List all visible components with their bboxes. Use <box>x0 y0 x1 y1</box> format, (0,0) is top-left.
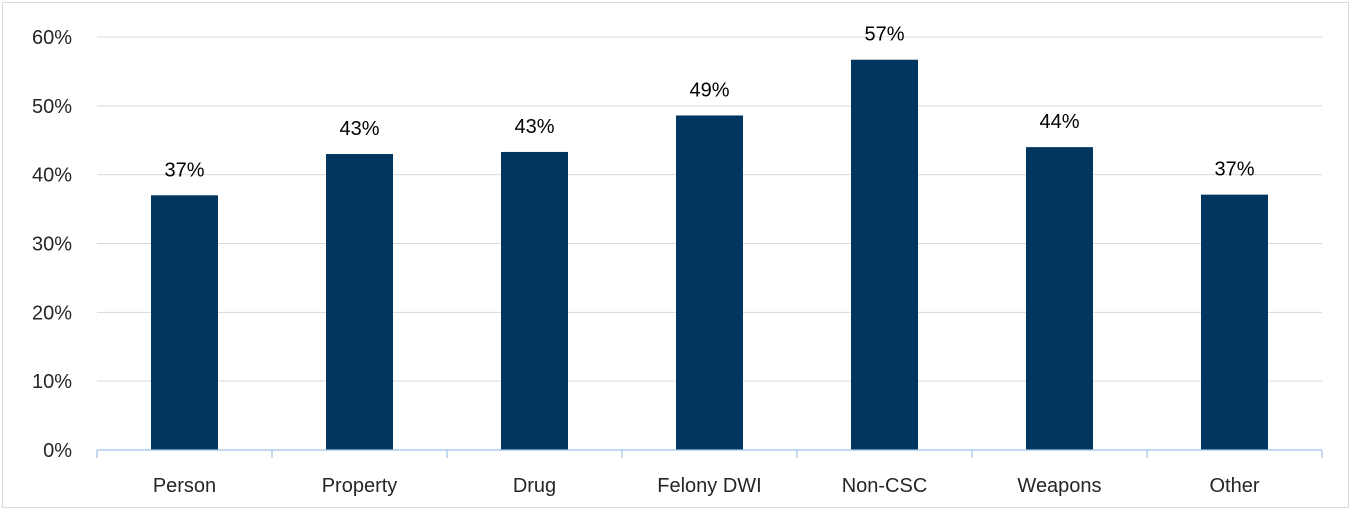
x-axis <box>96 449 1323 458</box>
y-tick-label: 0% <box>43 440 72 462</box>
bar <box>501 151 568 450</box>
data-label: 44% <box>1039 111 1079 133</box>
y-axis-tick-labels: 0% 10% 20% 30% 40% 50% 60% <box>32 27 72 462</box>
data-label: 57% <box>864 24 904 46</box>
x-tick-label: Felony DWI <box>657 475 761 497</box>
bars <box>151 59 1268 451</box>
bar <box>1026 147 1093 450</box>
bar <box>1201 194 1268 450</box>
bar <box>151 195 218 450</box>
x-tick-label: Person <box>153 475 216 497</box>
gridlines <box>97 36 1322 382</box>
y-tick-label: 20% <box>32 302 72 324</box>
y-tick-label: 50% <box>32 96 72 118</box>
x-tick-label: Property <box>322 475 398 497</box>
x-tick-label: Other <box>1209 475 1259 497</box>
data-label: 49% <box>689 79 729 101</box>
y-tick-label: 40% <box>32 165 72 187</box>
x-axis-tick-labels: Person Property Drug Felony DWI Non-CSC Weapo… <box>153 475 1260 497</box>
data-labels: 37% 43% 43% 49% 57% 44% 37% <box>164 24 1254 182</box>
bar <box>851 59 918 451</box>
bar <box>676 115 743 450</box>
data-label: 37% <box>1214 159 1254 181</box>
data-label: 37% <box>164 159 204 181</box>
y-tick-label: 30% <box>32 234 72 256</box>
bar <box>326 154 393 450</box>
data-label: 43% <box>514 116 554 138</box>
y-tick-label: 60% <box>32 27 72 49</box>
data-label: 43% <box>339 118 379 140</box>
x-tick-label: Drug <box>513 475 556 497</box>
x-tick-label: Weapons <box>1017 475 1101 497</box>
y-tick-label: 10% <box>32 371 72 393</box>
x-tick-label: Non-CSC <box>842 475 928 497</box>
